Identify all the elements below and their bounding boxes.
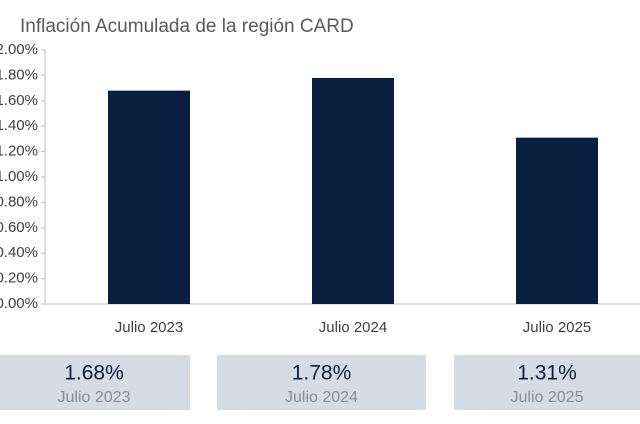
summary-label: Julio 2023 (58, 389, 131, 406)
y-tick-label: 0.40% (0, 244, 38, 261)
y-tick-label: 2.00% (0, 41, 38, 58)
summary-value: 1.78% (292, 362, 352, 385)
chart-title: Inflación Acumulada de la región CARD (20, 16, 354, 37)
y-tick-label: 0.00% (0, 295, 38, 312)
bar (108, 90, 190, 304)
y-tick-label: 0.80% (0, 193, 38, 210)
y-tick-label: 1.60% (0, 92, 38, 109)
bar (516, 137, 598, 304)
summary-box (217, 355, 426, 410)
summary-box (0, 355, 190, 410)
y-tick-label: 1.20% (0, 143, 38, 160)
y-tick-label: 0.20% (0, 270, 38, 287)
summary-label: Julio 2024 (285, 389, 358, 406)
y-tick-label: 1.00% (0, 168, 38, 185)
summary-value: 1.31% (517, 362, 577, 385)
summary-box (454, 355, 640, 410)
summary-label: Julio 2025 (511, 389, 584, 406)
x-tick-label: Julio 2023 (115, 319, 183, 336)
summary-value: 1.68% (64, 362, 124, 385)
x-tick-label: Julio 2025 (523, 319, 591, 336)
bar (312, 77, 394, 304)
x-tick-label: Julio 2024 (319, 319, 387, 336)
y-tick-label: 1.40% (0, 117, 38, 134)
y-tick-label: 0.60% (0, 219, 38, 236)
y-tick-label: 1.80% (0, 66, 38, 83)
